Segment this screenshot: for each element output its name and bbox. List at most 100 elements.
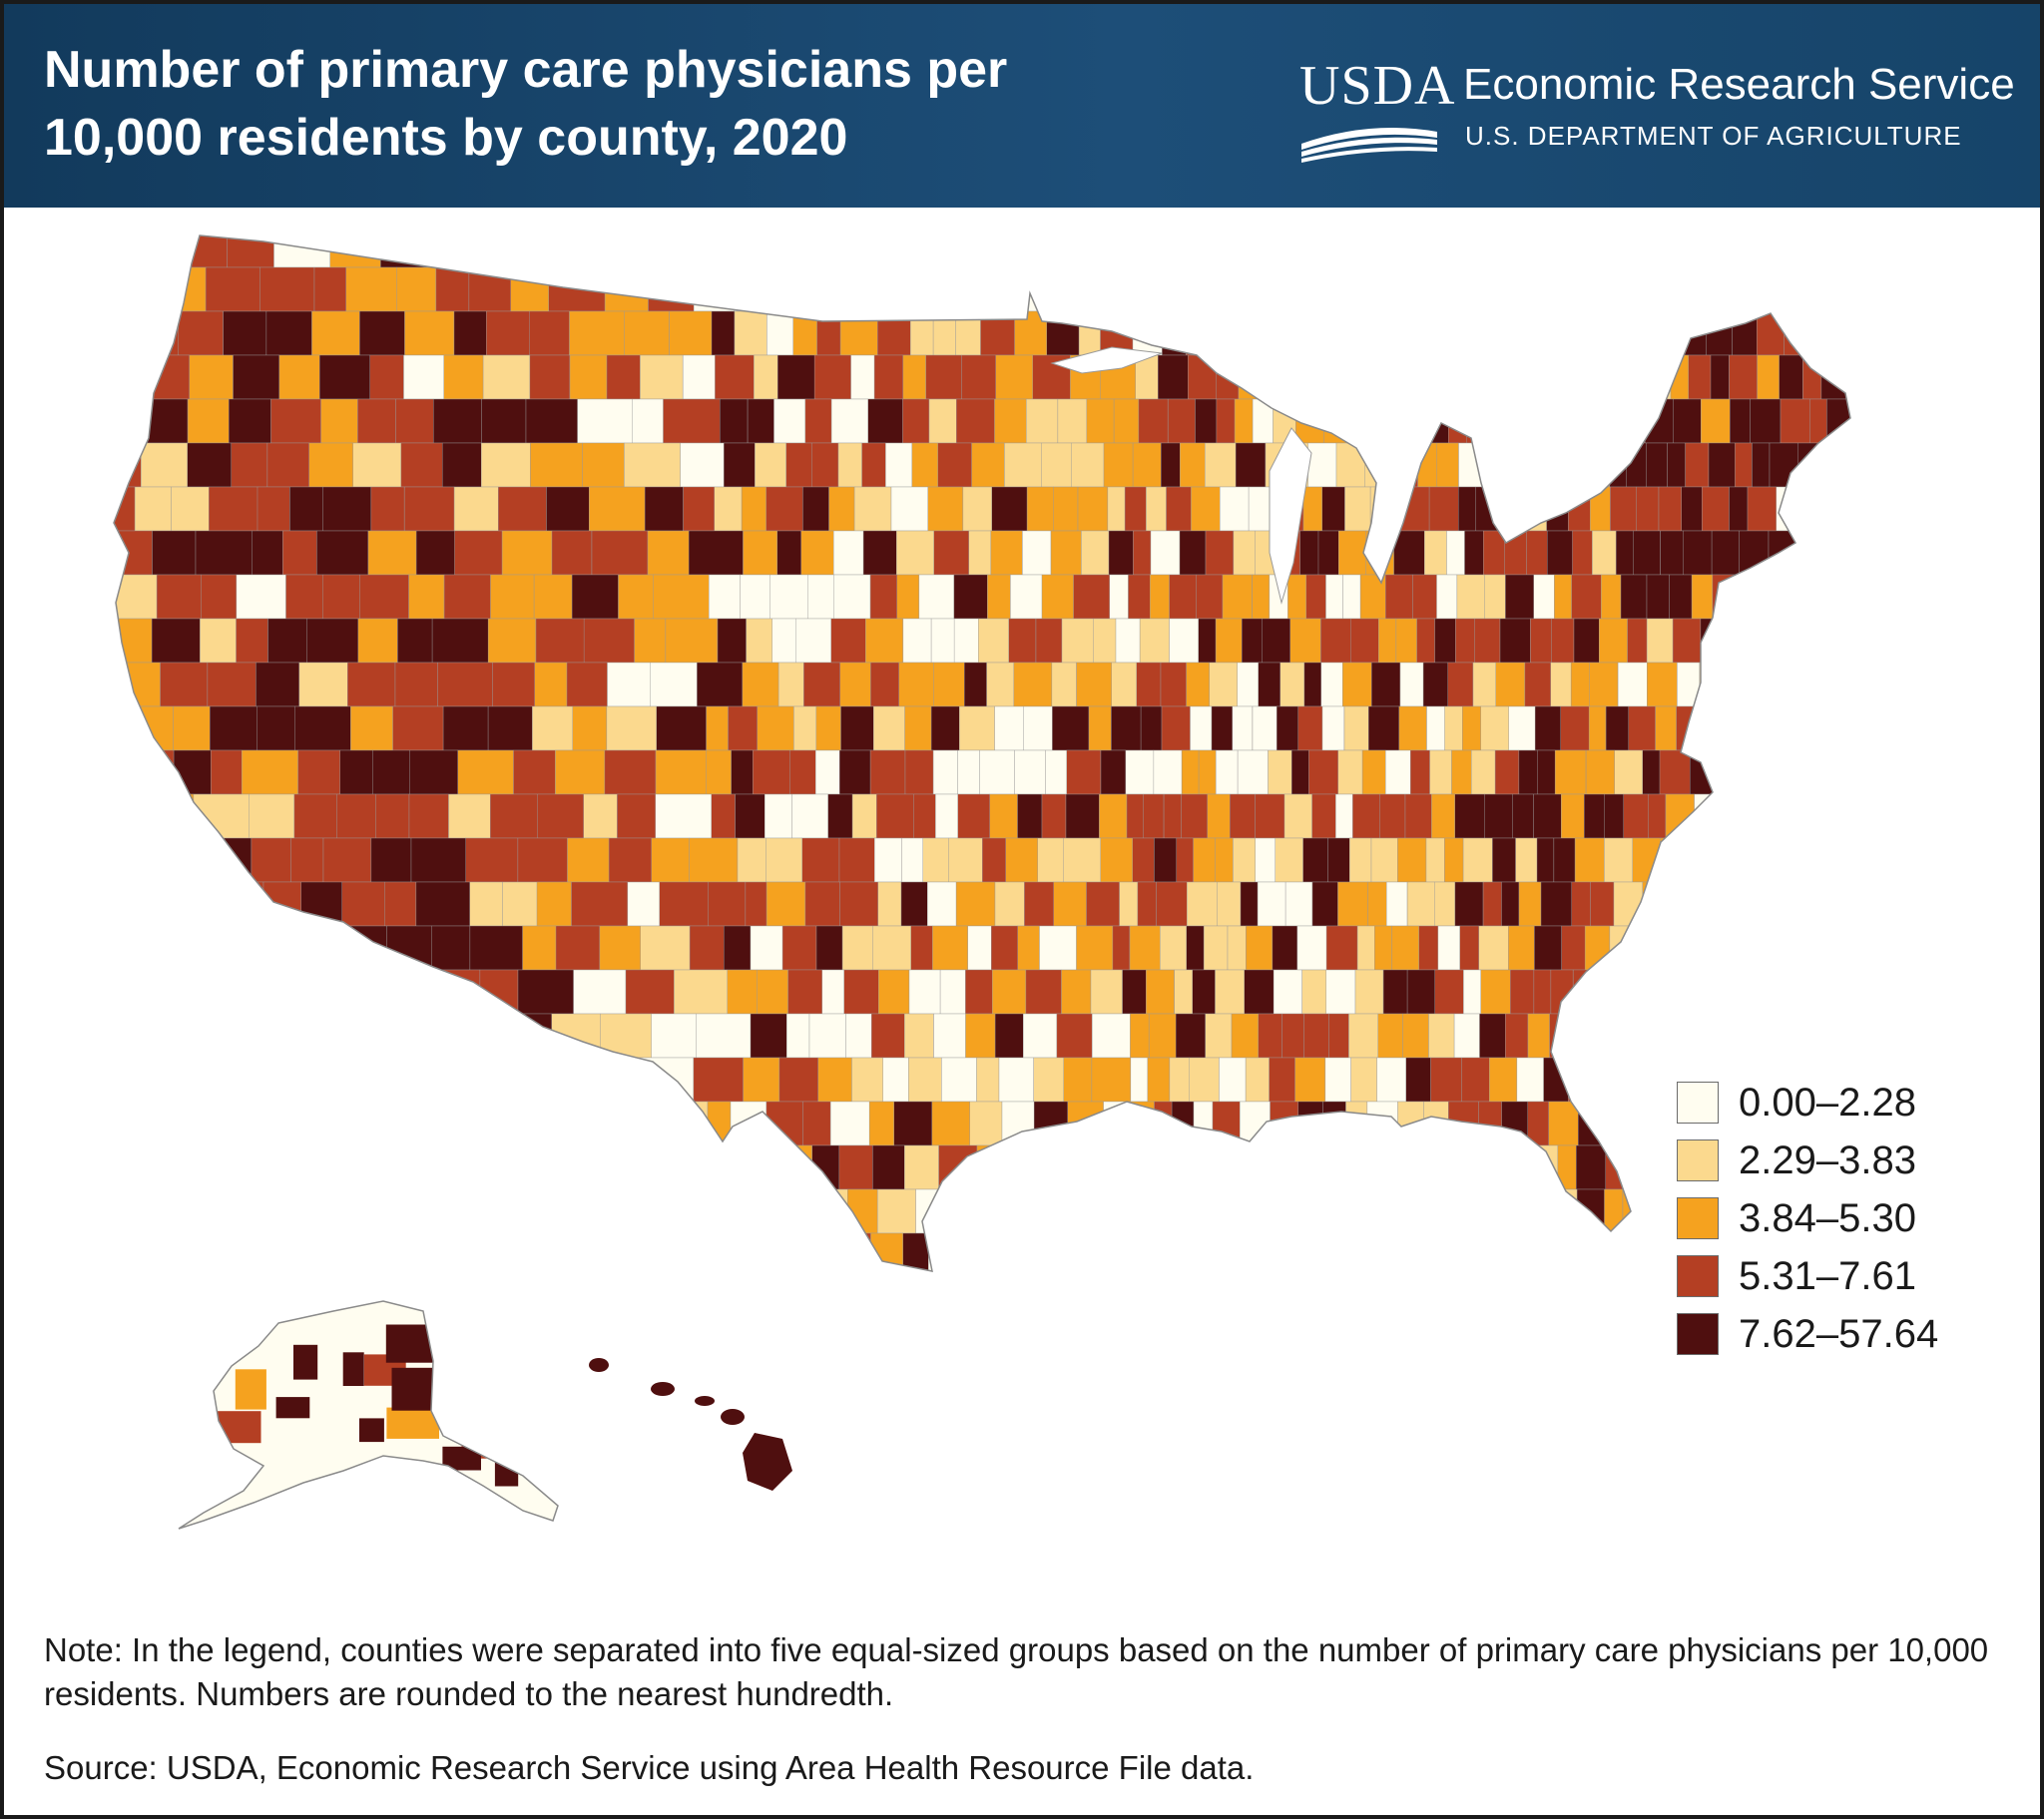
county-cell — [957, 793, 990, 839]
county-cell — [1307, 442, 1337, 488]
county-cell — [1017, 925, 1040, 971]
county-cell — [397, 618, 433, 664]
county-cell — [1640, 235, 1671, 268]
county-cell — [160, 662, 209, 707]
county-cell — [473, 1277, 523, 1321]
county-cell — [1635, 486, 1660, 532]
county-cell — [1534, 925, 1562, 971]
county-cell — [1650, 310, 1676, 356]
county-cell — [333, 1057, 387, 1103]
county-cell — [820, 1188, 848, 1234]
legend-label: 3.84–5.30 — [1739, 1196, 1916, 1240]
county-cell — [931, 1101, 970, 1146]
county-cell — [569, 354, 608, 400]
county-cell — [1278, 310, 1308, 356]
county-cell — [1564, 1277, 1590, 1321]
county-cell — [259, 266, 315, 312]
county-cell — [1598, 618, 1628, 664]
county-cell — [743, 530, 777, 576]
county-cell — [1230, 1277, 1254, 1321]
county-cell — [1706, 969, 1729, 1015]
county-cell — [1338, 1232, 1359, 1271]
county-cell — [462, 235, 505, 268]
county-cell — [207, 1057, 249, 1103]
county-cell — [1139, 1232, 1161, 1271]
county-cell — [878, 1277, 900, 1321]
county-cell — [1240, 881, 1259, 927]
county-cell — [359, 310, 405, 356]
county-cell — [1693, 705, 1720, 751]
us-outline — [113, 234, 1851, 1272]
county-cell — [1659, 837, 1683, 883]
county-cell — [1328, 1277, 1348, 1321]
county-cell — [927, 486, 963, 532]
alaska-outline — [178, 1300, 559, 1530]
county-cell — [372, 1101, 406, 1146]
county-cell — [766, 837, 802, 883]
county-cell — [955, 310, 981, 356]
county-cell — [1619, 1277, 1645, 1321]
county-cell — [307, 1188, 350, 1234]
county-cell — [433, 398, 482, 444]
county-cell — [1702, 486, 1730, 532]
legend-item: 2.29–3.83 — [1677, 1136, 1996, 1193]
county-cell — [1422, 662, 1448, 707]
county-cell — [976, 1057, 1000, 1103]
county-cell — [1327, 837, 1350, 883]
county-cell — [1193, 1101, 1214, 1146]
county-cell — [1216, 398, 1236, 444]
county-cell — [675, 1232, 729, 1271]
county-cell — [869, 749, 906, 795]
county-cell — [1622, 1188, 1649, 1234]
county-cell — [1447, 662, 1474, 707]
county-cell — [1052, 1232, 1077, 1271]
county-cell — [1835, 705, 1850, 751]
county-cell — [1711, 530, 1740, 576]
county-cell — [727, 1232, 756, 1271]
county-cell — [1645, 398, 1675, 444]
county-cell — [1179, 530, 1207, 576]
county-cell — [625, 969, 675, 1015]
county-cell — [755, 1232, 783, 1271]
county-cell — [492, 662, 535, 707]
county-cell — [811, 1232, 835, 1271]
county-cell — [918, 574, 955, 620]
county-cell — [1683, 969, 1707, 1015]
county-cell — [1086, 881, 1120, 927]
county-cell — [1203, 925, 1229, 971]
county-cell — [156, 837, 208, 883]
county-cell — [737, 837, 766, 883]
county-cell — [1366, 1277, 1388, 1321]
county-cell — [1699, 662, 1725, 707]
county-cell — [1198, 618, 1217, 664]
county-cell — [294, 1101, 338, 1146]
county-cell — [1672, 618, 1702, 664]
county-cell — [256, 662, 299, 707]
county-cell — [1171, 1101, 1195, 1146]
county-cell — [688, 530, 744, 576]
county-cell — [1613, 235, 1641, 268]
county-cell — [1406, 881, 1435, 927]
county-cell — [1176, 1144, 1206, 1190]
county-cell — [193, 793, 250, 839]
figure-frame: Number of primary care physicians per 10… — [4, 4, 2040, 1815]
county-cell — [589, 1057, 642, 1103]
county-cell — [1039, 925, 1077, 971]
county-cell — [1764, 662, 1796, 707]
county-cell — [396, 266, 436, 312]
county-cell — [1429, 749, 1452, 795]
county-cell — [873, 705, 905, 751]
county-cell — [1312, 1144, 1331, 1190]
county-cell — [663, 398, 721, 444]
county-cell — [189, 354, 234, 400]
county-cell — [893, 1101, 933, 1146]
county-cell — [1682, 837, 1711, 883]
county-cell — [852, 266, 879, 312]
county-cell — [404, 310, 455, 356]
county-cell — [1503, 354, 1524, 400]
county-cell — [1733, 881, 1757, 927]
county-cell — [1099, 793, 1128, 839]
county-cell — [1389, 442, 1418, 488]
county-cell — [1147, 1057, 1171, 1103]
legend-swatch — [1677, 1313, 1719, 1355]
